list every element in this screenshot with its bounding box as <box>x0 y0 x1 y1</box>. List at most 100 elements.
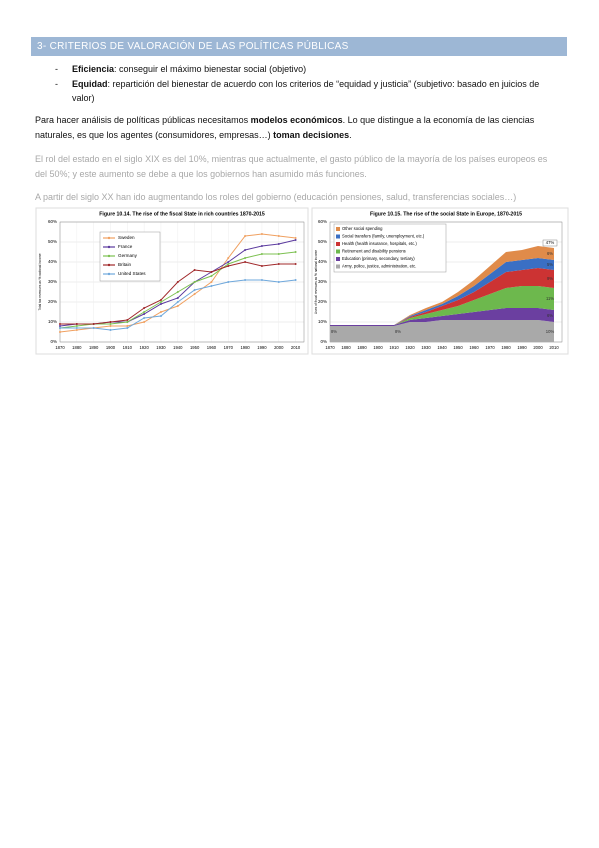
y-tick-label: 30% <box>318 279 327 284</box>
point-marker <box>75 323 78 325</box>
point-marker <box>210 271 213 273</box>
point-marker <box>126 319 129 321</box>
point-marker <box>109 321 112 323</box>
point-marker <box>193 289 196 291</box>
point-marker <box>227 257 230 259</box>
y-tick-label: 0% <box>50 339 57 344</box>
x-tick-label: 1930 <box>421 345 431 350</box>
legend-label: Germany <box>118 253 138 258</box>
y-tick-label: 10% <box>48 319 57 324</box>
bullet-term: Eficiencia <box>72 64 115 74</box>
point-marker <box>75 329 78 331</box>
x-tick-label: 1940 <box>437 345 447 350</box>
point-marker <box>109 325 112 327</box>
x-tick-label: 1890 <box>357 345 367 350</box>
x-tick-label: 1890 <box>89 345 99 350</box>
point-marker <box>294 263 297 265</box>
total-label: 47% <box>546 240 555 245</box>
x-tick-label: 1950 <box>190 345 200 350</box>
y-axis-label: Uses of fiscal revenues as % national in… <box>314 250 318 314</box>
data-label: 9% <box>547 276 553 281</box>
point-marker <box>159 299 162 301</box>
point-marker <box>143 313 146 315</box>
chart-title: Figure 10.14. The rise of the fiscal Sta… <box>99 211 265 217</box>
point-marker <box>244 261 247 263</box>
y-tick-label: 0% <box>320 339 327 344</box>
point-marker <box>244 279 247 281</box>
x-tick-label: 1930 <box>156 345 166 350</box>
point-marker <box>277 281 280 283</box>
legend-swatch <box>336 249 340 254</box>
text: . <box>349 130 352 140</box>
point-marker <box>126 327 129 329</box>
point-marker <box>227 261 230 263</box>
data-label: 10% <box>546 329 555 334</box>
legend-marker <box>107 254 111 258</box>
point-marker <box>294 251 297 253</box>
legend-label: Retirement and disability pensions <box>342 249 406 254</box>
point-marker <box>260 279 263 281</box>
text: . Lo que distingue a la economía de las … <box>35 115 535 140</box>
x-tick-label: 1980 <box>240 345 250 350</box>
point-marker <box>143 307 146 309</box>
chart-title: Figure 10.15. The rise of the social Sta… <box>370 211 522 217</box>
note: El rol del estado en el siglo XIX es del… <box>35 154 548 179</box>
point-marker <box>75 325 78 327</box>
point-marker <box>260 233 263 235</box>
x-tick-label: 1880 <box>72 345 82 350</box>
point-marker <box>193 281 196 283</box>
point-marker <box>244 257 247 259</box>
x-tick-label: 1900 <box>373 345 383 350</box>
y-tick-label: 60% <box>48 219 57 224</box>
legend-swatch <box>336 227 340 231</box>
point-marker <box>126 325 129 327</box>
x-tick-label: 1870 <box>55 345 65 350</box>
x-tick-label: 1970 <box>224 345 234 350</box>
bold-text: toman decisiones <box>273 130 350 140</box>
point-marker <box>176 301 179 303</box>
legend-frame <box>333 223 447 273</box>
x-tick-label: 1990 <box>257 345 267 350</box>
point-marker <box>210 275 213 277</box>
stacked-area <box>330 268 554 325</box>
bullet: Equidad: repartición del bienestar de ac… <box>55 77 552 105</box>
legend-label: Education (primary, secondary, tertiary) <box>342 256 415 261</box>
x-tick-label: 2000 <box>274 345 284 350</box>
legend-swatch <box>336 234 340 239</box>
point-marker <box>92 323 95 325</box>
x-tick-label: 1900 <box>106 345 116 350</box>
x-tick-label: 1910 <box>123 345 133 350</box>
legend-marker <box>107 245 111 249</box>
total-label-box <box>542 239 558 247</box>
point-marker <box>176 297 179 299</box>
text: Para hacer análisis de políticas pública… <box>35 115 251 125</box>
x-tick-label: 1880 <box>341 345 351 350</box>
y-tick-label: 30% <box>48 279 57 284</box>
legend-label: Sweden <box>118 235 135 240</box>
y-tick-label: 10% <box>318 319 327 324</box>
y-tick-label: 60% <box>318 219 327 224</box>
point-marker <box>277 263 280 265</box>
point-marker <box>260 265 263 267</box>
x-tick-label: 1940 <box>173 345 183 350</box>
legend-label: France <box>118 244 133 249</box>
point-marker <box>126 321 129 323</box>
x-tick-label: 1920 <box>405 345 415 350</box>
data-label: 6% <box>547 251 553 256</box>
legend-label: Britain <box>118 262 131 267</box>
point-marker <box>277 253 280 255</box>
y-tick-label: 50% <box>318 239 327 244</box>
point-marker <box>260 245 263 247</box>
point-marker <box>260 253 263 255</box>
data-label: 5% <box>547 262 553 267</box>
legend-swatch <box>336 264 340 269</box>
point-marker <box>143 311 146 313</box>
point-marker <box>277 243 280 245</box>
point-marker <box>227 265 230 267</box>
point-marker <box>143 317 146 319</box>
x-tick-label: 1960 <box>207 345 217 350</box>
data-label: 8% <box>395 329 401 334</box>
point-marker <box>193 269 196 271</box>
x-tick-label: 2000 <box>533 345 543 350</box>
point-marker <box>59 323 61 325</box>
